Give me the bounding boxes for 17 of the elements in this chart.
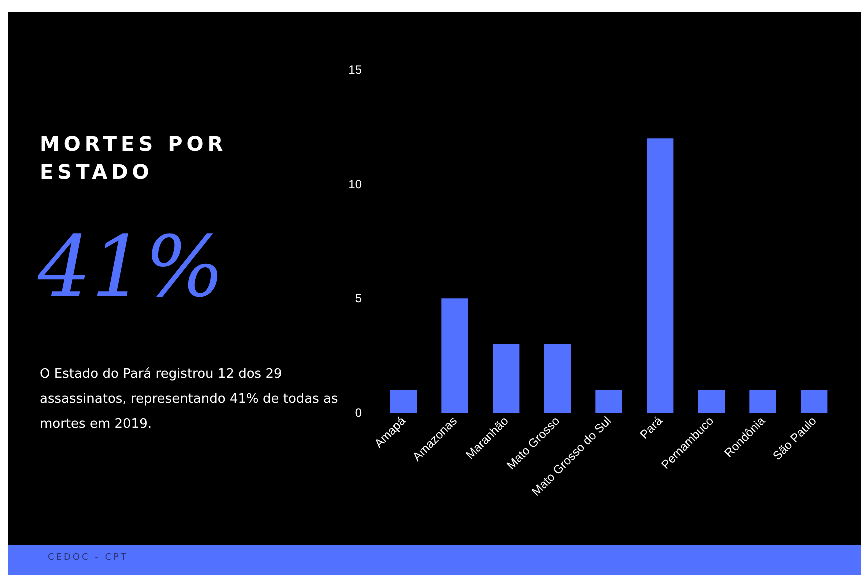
text: MORTES POR ESTADO <box>40 131 228 186</box>
bar <box>492 344 520 413</box>
y-tick-label: 10 <box>348 177 362 192</box>
bar <box>750 390 776 413</box>
text: 41% <box>38 217 225 317</box>
text: CEDOC - CPT <box>48 553 128 563</box>
y-tick-label: 15 <box>348 63 362 77</box>
bar <box>646 138 674 413</box>
bar <box>698 390 726 413</box>
y-tick-label: 5 <box>355 292 362 306</box>
bar <box>390 390 418 413</box>
bar <box>544 344 572 413</box>
text: O Estado do Pará registrou 12 dos 29 assassinatos, representando 41% de todas as mortes em 2019. <box>40 366 340 434</box>
bar <box>800 390 828 413</box>
y-tick-label: 0 <box>355 406 362 420</box>
bar <box>596 390 622 413</box>
bar <box>442 298 468 413</box>
